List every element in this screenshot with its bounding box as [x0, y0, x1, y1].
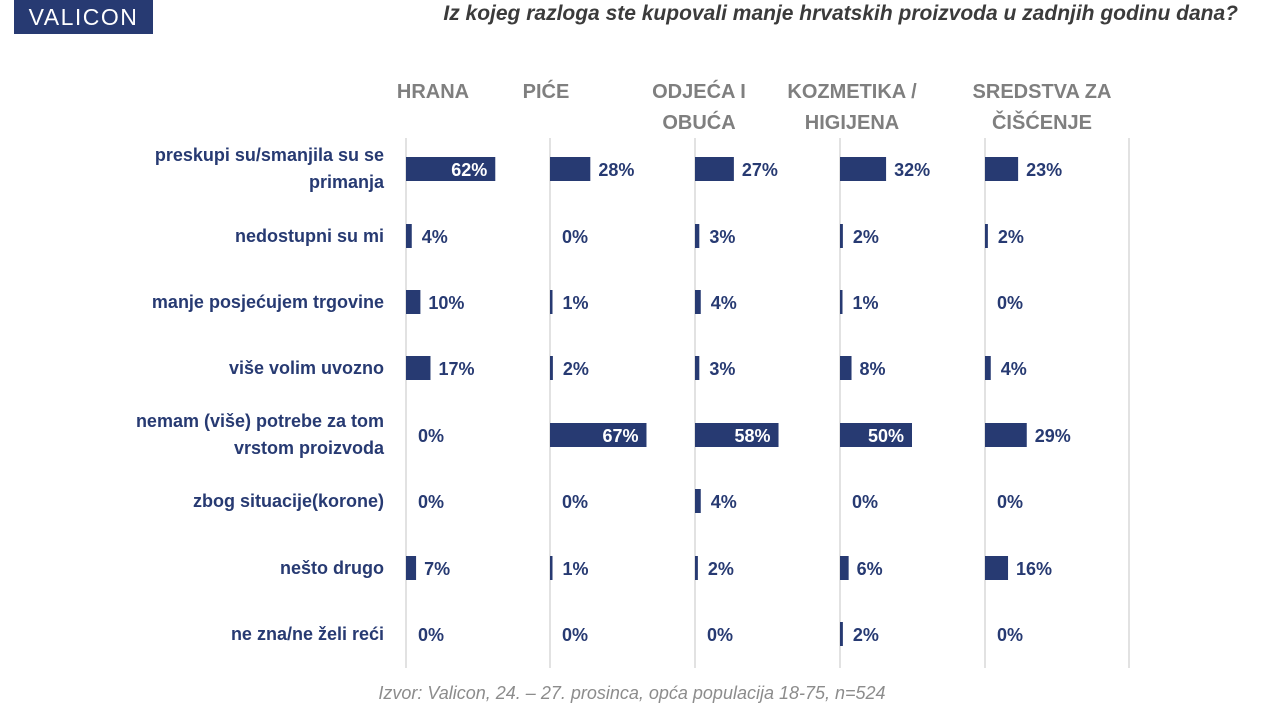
panel-header: ODJEĆA I OBUĆA	[652, 79, 746, 134]
category-label: zbog situacije(korone)	[193, 491, 384, 511]
data-label: 0%	[562, 625, 588, 645]
data-label: 23%	[1026, 160, 1062, 180]
data-label: 8%	[860, 359, 886, 379]
data-label: 62%	[451, 160, 487, 180]
data-label: 4%	[1001, 359, 1027, 379]
category-label: nedostupni su mi	[235, 226, 384, 246]
data-label: 17%	[438, 359, 474, 379]
panel-header: SREDSTVA ZA ČIŠĆENJE	[973, 81, 1112, 134]
data-label: 7%	[424, 559, 450, 579]
data-label: 0%	[418, 492, 444, 512]
category-label: nemam (više) potrebe za tom vrstom proizv…	[136, 411, 385, 458]
data-label: 0%	[997, 492, 1023, 512]
data-label: 4%	[711, 492, 737, 512]
data-label: 10%	[428, 293, 464, 313]
data-label: 3%	[709, 227, 735, 247]
data-label: 2%	[563, 359, 589, 379]
data-label: 28%	[598, 160, 634, 180]
category-label: preskupi su/smanjila su se primanja	[155, 145, 385, 192]
data-label: 67%	[602, 426, 638, 446]
data-label: 0%	[997, 625, 1023, 645]
bar-1-2	[550, 290, 553, 314]
valicon-logo: VALICON	[14, 0, 153, 34]
bar-4-1	[985, 224, 988, 248]
bar-1-4	[550, 423, 647, 447]
bar-2-6	[695, 556, 698, 580]
bar-3-3	[840, 356, 852, 380]
bar-3-1	[840, 224, 843, 248]
data-label: 1%	[853, 293, 879, 313]
bar-4-0	[985, 157, 1019, 181]
data-label: 0%	[852, 492, 878, 512]
data-label: 2%	[853, 227, 879, 247]
bar-4-6	[985, 556, 1009, 580]
category-label: manje posjećujem trgovine	[152, 292, 384, 312]
data-label: 58%	[734, 426, 770, 446]
data-label: 0%	[418, 625, 444, 645]
data-label: 4%	[711, 293, 737, 313]
data-label: 16%	[1016, 559, 1052, 579]
bar-1-6	[550, 556, 553, 580]
category-label: ne zna/ne želi reći	[231, 624, 384, 644]
bar-0-0	[406, 157, 496, 181]
category-label: više volim uvozno	[229, 358, 384, 378]
bar-0-2	[406, 290, 421, 314]
bar-1-3	[550, 356, 553, 380]
data-label: 0%	[997, 293, 1023, 313]
data-label: 1%	[563, 293, 589, 313]
bar-4-3	[985, 356, 991, 380]
data-label: 1%	[563, 559, 589, 579]
data-label: 0%	[562, 492, 588, 512]
bar-3-6	[840, 556, 849, 580]
bar-1-0	[550, 157, 591, 181]
data-label: 50%	[868, 426, 904, 446]
data-label: 4%	[422, 227, 448, 247]
bar-2-1	[695, 224, 700, 248]
data-label: 6%	[857, 559, 883, 579]
bar-3-7	[840, 622, 843, 646]
chart-title: Iz kojeg razloga ste kupovali manje hrva…	[443, 2, 1238, 25]
data-label: 3%	[709, 359, 735, 379]
data-label: 2%	[998, 227, 1024, 247]
data-label: 2%	[708, 559, 734, 579]
data-label: 0%	[562, 227, 588, 247]
panel-header: HRANA	[397, 81, 469, 103]
source-note: Izvor: Valicon, 24. – 27. prosinca, opća…	[378, 683, 886, 703]
panel-header: KOZMETIKA / HIGIJENA	[787, 81, 917, 134]
bar-4-4	[985, 423, 1027, 447]
bar-2-4	[695, 423, 779, 447]
bar-2-3	[695, 356, 700, 380]
data-label: 0%	[707, 625, 733, 645]
data-label: 29%	[1035, 426, 1071, 446]
data-label: 2%	[853, 625, 879, 645]
bar-0-6	[406, 556, 417, 580]
bar-3-2	[840, 290, 843, 314]
data-label: 32%	[894, 160, 930, 180]
panel-header: PIĆE	[523, 79, 570, 103]
data-label: 27%	[742, 160, 778, 180]
bar-3-0	[840, 157, 887, 181]
bar-0-3	[406, 356, 431, 380]
data-label: 0%	[418, 426, 444, 446]
bar-2-0	[695, 157, 734, 181]
bar-3-4	[840, 423, 912, 447]
bar-0-1	[406, 224, 412, 248]
bar-2-5	[695, 489, 701, 513]
category-label: nešto drugo	[280, 558, 384, 578]
bar-2-2	[695, 290, 701, 314]
